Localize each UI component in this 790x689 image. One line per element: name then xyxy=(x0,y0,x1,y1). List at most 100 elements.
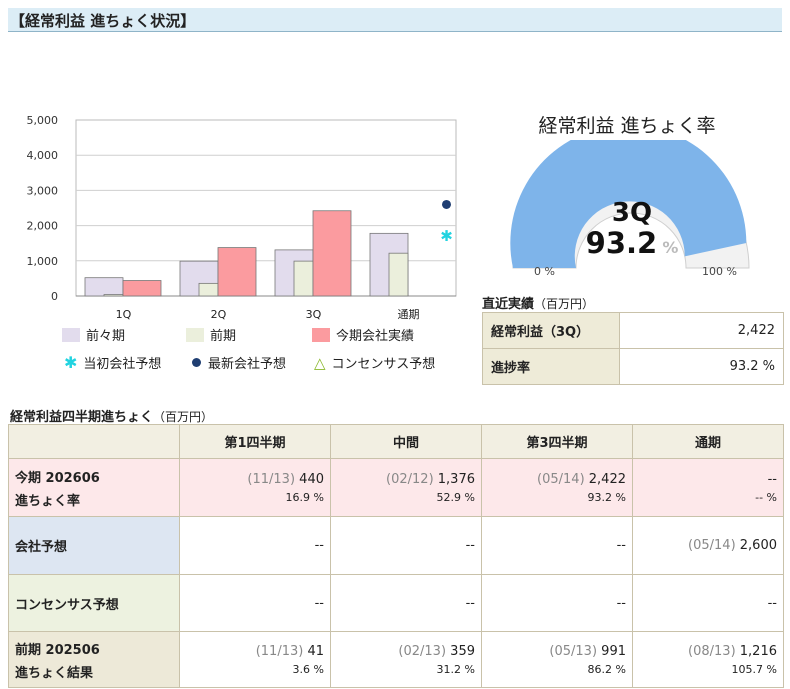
table-cell: (05/14) 2,422 93.2 % xyxy=(481,458,633,517)
row-label-main: 前期 202506 xyxy=(15,642,100,658)
dot-icon xyxy=(192,358,201,367)
legend-initial-forecast: ✱ 当初会社予想 xyxy=(64,353,161,372)
y-tick-label: 4,000 xyxy=(27,149,59,162)
marker-latest-forecast xyxy=(442,199,451,209)
bar-prev xyxy=(388,252,409,297)
table-cell: (05/13) 991 86.2 % xyxy=(481,631,633,688)
y-tick-label: 1,000 xyxy=(27,255,59,268)
gauge-quarter: 3Q xyxy=(611,198,653,228)
cell-date: (11/13) xyxy=(247,471,296,487)
row-label-sub: 進ちょく率 xyxy=(15,493,81,509)
gauge-title: 経常利益 進ちょく率 xyxy=(538,115,716,137)
bar-prev xyxy=(103,294,124,297)
bar-current xyxy=(217,247,257,297)
cell-value: 991 xyxy=(601,643,626,659)
cell-pct: 93.2 % xyxy=(587,490,626,504)
legend-label-latest: 最新会社予想 xyxy=(208,357,287,372)
header-half: 中間 xyxy=(330,424,482,459)
gauge-unit: % xyxy=(662,238,679,257)
cell-value: -- xyxy=(481,574,633,632)
gauge-value-wrap: 93.2 % xyxy=(562,226,702,260)
table-header-row: 第1四半期 中間 第3四半期 通期 xyxy=(8,424,784,459)
quarterly-title: 経常利益四半期進ちょく xyxy=(10,410,154,425)
y-tick-label: 5,000 xyxy=(27,114,59,127)
recent-value-progress: 93.2 % xyxy=(619,348,784,385)
x-tick-label: 通期 xyxy=(398,308,420,320)
legend-label-prev: 前期 xyxy=(210,329,237,344)
quarterly-unit: （百万円） xyxy=(153,410,214,424)
bar-current xyxy=(122,280,162,297)
cell-value: 1,376 xyxy=(437,471,475,487)
cell-value: 440 xyxy=(299,471,324,487)
cell-date: (05/13) xyxy=(549,643,598,659)
legend-consensus: △ コンセンサス予想 xyxy=(314,353,435,372)
recent-results-heading: 直近実績（百万円） xyxy=(482,293,594,312)
legend-swatch-prev2 xyxy=(62,328,80,342)
cell-pct: -- % xyxy=(755,490,777,504)
cell-pct: 16.9 % xyxy=(285,490,324,504)
bar-prev xyxy=(293,260,314,297)
cell-pct: 105.7 % xyxy=(731,662,777,676)
recent-unit: （百万円） xyxy=(534,297,595,311)
cell-value: 2,600 xyxy=(739,538,777,553)
bar-prev xyxy=(198,282,219,297)
table-row: 今期 202606 進ちょく率 (11/13) 440 16.9 % (02/12)… xyxy=(8,458,784,517)
row-label: 今期 202606 進ちょく率 xyxy=(8,458,180,517)
legend-latest-forecast: 最新会社予想 xyxy=(192,353,286,372)
recent-label-profit: 経常利益（3Q） xyxy=(482,312,620,349)
legend-label-prev2: 前々期 xyxy=(86,329,126,344)
cell-value: 2,422 xyxy=(588,471,626,487)
row-label-main: 今期 202606 xyxy=(15,470,100,486)
header-full-year: 通期 xyxy=(632,424,784,459)
cell-date: (05/14) xyxy=(537,471,585,487)
progress-bar-chart: 5,000 4,000 3,000 2,000 1,000 0 1Q 2Q 3Q 通期 ✱ xyxy=(27,114,457,320)
table-cell: (02/13) 359 31.2 % xyxy=(330,631,482,688)
cell-value: -- xyxy=(481,516,633,575)
header-blank xyxy=(8,424,180,459)
legend-swatch-current xyxy=(312,328,330,342)
cell-value: -- xyxy=(179,574,331,632)
cell-value: -- xyxy=(330,574,482,632)
triangle-icon: △ xyxy=(314,354,326,372)
recent-results-table: 経常利益（3Q） 2,422 進捗率 93.2 % xyxy=(482,312,784,385)
cell-pct: 3.6 % xyxy=(292,662,324,676)
legend-prev2: 前々期 xyxy=(62,325,125,344)
table-cell: (11/13) 41 3.6 % xyxy=(179,631,331,688)
table-row: コンセンサス予想 -- -- -- -- xyxy=(8,574,784,632)
table-cell: (02/12) 1,376 52.9 % xyxy=(330,458,482,517)
cell-pct: 31.2 % xyxy=(436,662,475,676)
recent-label-progress: 進捗率 xyxy=(482,348,620,385)
row-label-main: コンセンサス予想 xyxy=(8,574,180,632)
row-label-main: 会社予想 xyxy=(8,516,180,575)
cell-pct: 52.9 % xyxy=(436,490,475,504)
gauge-min-label: 0 % xyxy=(534,265,555,278)
recent-value-profit: 2,422 xyxy=(619,312,784,349)
cell-date: (05/14) xyxy=(688,538,736,553)
x-tick-label: 2Q xyxy=(211,308,227,320)
legend-current: 今期会社実績 xyxy=(312,325,414,344)
section-header: 【経常利益 進ちょく状況】 xyxy=(8,8,782,32)
quarterly-heading: 経常利益四半期進ちょく（百万円） xyxy=(10,406,213,425)
gauge-max-label: 100 % xyxy=(702,265,737,278)
legend-swatch-prev xyxy=(186,328,204,342)
quarterly-progress-table: 第1四半期 中間 第3四半期 通期 今期 202606 進ちょく率 (11/13)… xyxy=(8,424,784,688)
x-tick-label: 1Q xyxy=(116,308,132,320)
cell-date: (02/12) xyxy=(386,471,434,487)
cell-value: 1,216 xyxy=(739,643,777,659)
table-cell: -- -- % xyxy=(632,458,784,517)
section-title: 【経常利益 進ちょく状況】 xyxy=(10,12,196,30)
cell-value: -- xyxy=(767,471,777,487)
table-cell: (05/14) 2,600 xyxy=(632,516,784,575)
legend-label-initial: 当初会社予想 xyxy=(83,357,162,372)
gauge-value: 93.2 xyxy=(585,226,658,260)
x-tick-label: 3Q xyxy=(306,308,322,320)
gauge-fill xyxy=(510,140,747,268)
table-cell: (11/13) 440 16.9 % xyxy=(179,458,331,517)
table-row: 経常利益（3Q） 2,422 xyxy=(482,312,784,349)
legend-label-consensus: コンセンサス予想 xyxy=(331,357,436,372)
y-tick-label: 2,000 xyxy=(27,220,59,233)
y-tick-label: 0 xyxy=(51,290,58,303)
table-cell: (08/13) 1,216 105.7 % xyxy=(632,631,784,688)
cell-value: -- xyxy=(632,574,784,632)
marker-initial-forecast: ✱ xyxy=(440,227,453,245)
